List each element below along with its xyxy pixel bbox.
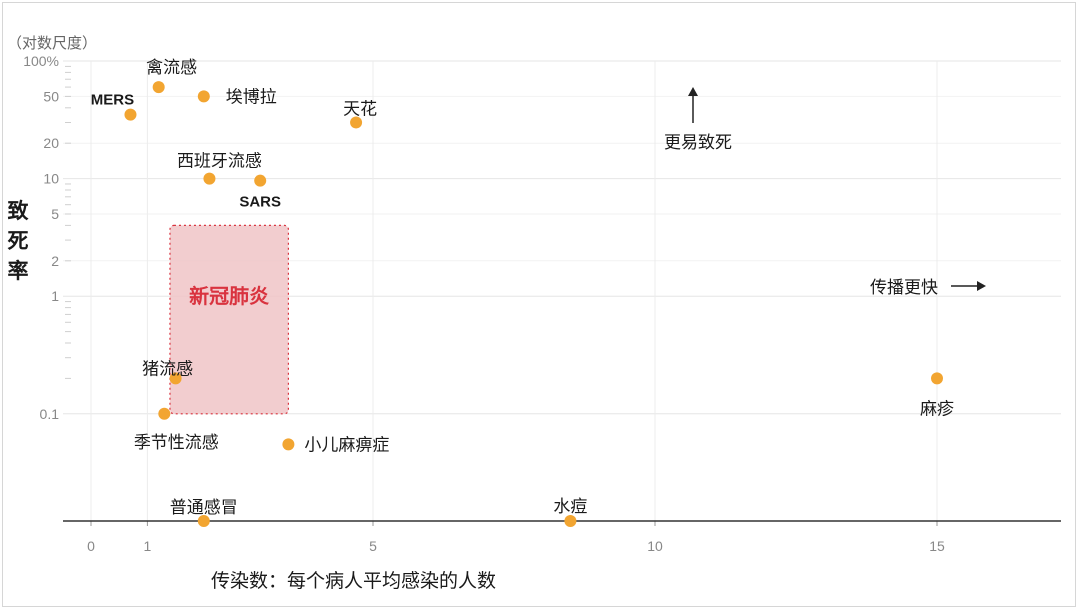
data-point — [931, 372, 943, 385]
faster-annotation: 传播更快 — [870, 278, 986, 298]
data-point — [124, 108, 137, 121]
covid-highlight-box — [169, 224, 290, 415]
x-tick-labels: 0 1 5 10 15 — [87, 521, 945, 554]
deadlier-label: 更易致死 — [664, 133, 732, 153]
y-scale-note: （对数尺度） — [7, 34, 97, 52]
y-axis-label-char: 死 — [8, 229, 29, 253]
data-point — [152, 81, 165, 94]
data-point — [282, 438, 295, 451]
data-point — [203, 172, 216, 185]
y-tick-label: 10 — [43, 171, 59, 187]
point-label: 天花 — [343, 99, 377, 119]
point-label: MERS — [91, 92, 134, 109]
point-label: 小儿麻痹症 — [304, 435, 389, 455]
y-tick-label: 2 — [51, 253, 59, 269]
y-tick-labels: 100% 50 20 10 5 2 1 0.1 — [23, 53, 59, 422]
x-tick-label: 10 — [647, 538, 663, 554]
data-points — [124, 81, 943, 527]
up-arrowhead-icon — [688, 87, 698, 96]
data-point — [254, 174, 267, 187]
data-point — [350, 116, 363, 129]
x-tick-label: 15 — [929, 538, 945, 554]
x-tick-label: 1 — [144, 538, 152, 554]
y-tick-label: 1 — [51, 288, 59, 304]
point-label: 麻疹 — [920, 399, 954, 419]
y-axis-label-char: 率 — [8, 259, 29, 283]
x-axis-label: 传染数：每个病人平均感染的人数 — [211, 570, 496, 592]
point-label: 禽流感 — [146, 58, 197, 78]
y-tick-label: 0.1 — [40, 406, 60, 422]
data-point — [197, 515, 210, 527]
y-tick-label: 100% — [23, 53, 59, 69]
y-tick-label: 5 — [51, 206, 59, 222]
point-label: 季节性流感 — [134, 433, 219, 453]
data-point — [158, 407, 171, 420]
point-label: 水痘 — [553, 497, 587, 517]
y-axis-label-char: 致 — [8, 199, 30, 223]
y-tick-label: 50 — [43, 88, 59, 104]
point-label: 西班牙流感 — [177, 152, 262, 172]
point-label: SARS — [239, 194, 281, 211]
data-point — [564, 515, 577, 527]
faster-label: 传播更快 — [870, 278, 938, 298]
x-tick-label: 5 — [369, 538, 377, 554]
point-label: 埃博拉 — [226, 87, 277, 107]
y-axis-label: 致死率 — [8, 199, 30, 283]
data-point — [197, 90, 210, 103]
right-arrowhead-icon — [977, 281, 986, 291]
x-tick-label: 0 — [87, 538, 95, 554]
y-minor-ticks — [65, 65, 71, 379]
data-point — [169, 372, 182, 385]
point-label: 普通感冒 — [170, 498, 238, 518]
covid-highlight-label: 新冠肺炎 — [189, 284, 269, 308]
y-tick-label: 20 — [43, 135, 59, 151]
point-label: 猪流感 — [142, 359, 193, 379]
deadlier-annotation: 更易致死 — [664, 87, 732, 153]
